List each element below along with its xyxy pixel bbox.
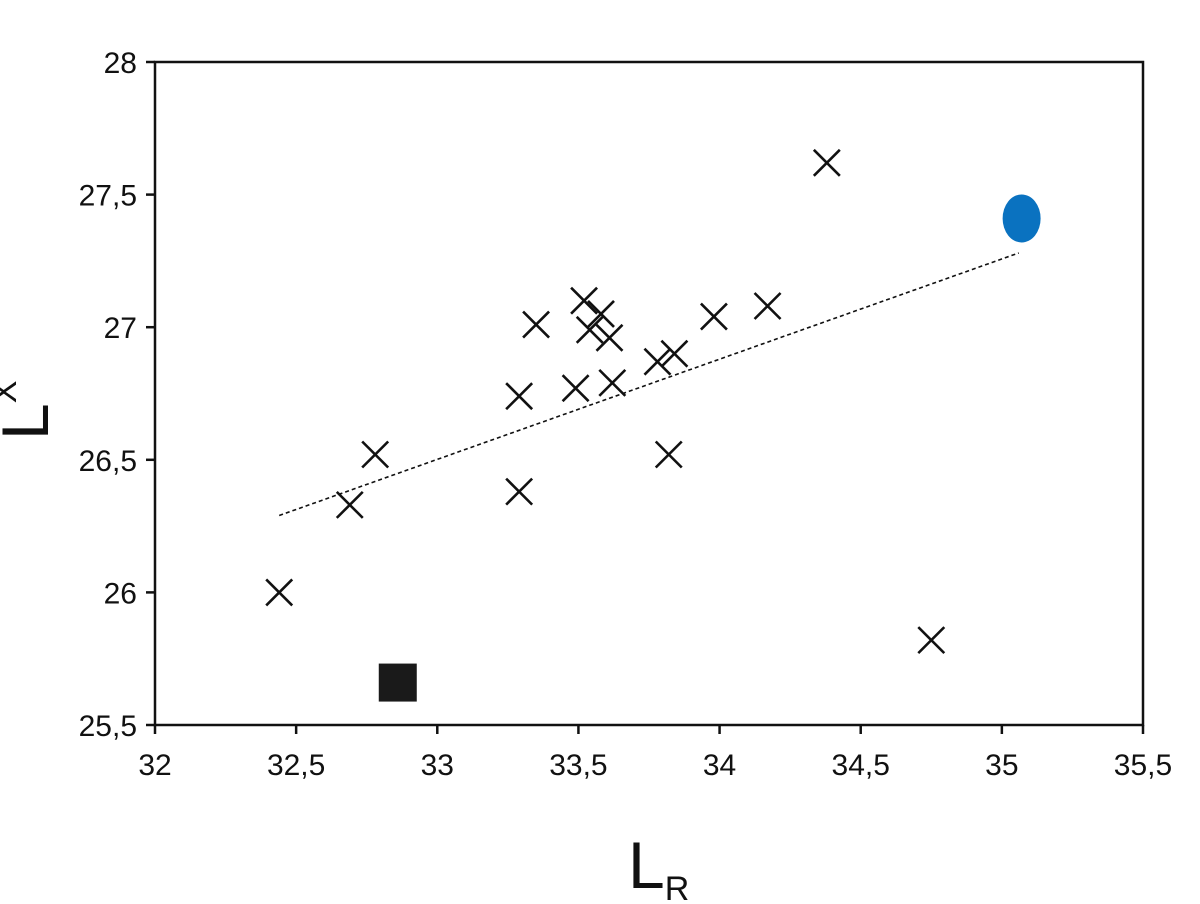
y-axis-title: LX — [0, 381, 62, 440]
cross-stroke — [917, 626, 946, 655]
x-axis-title: LR — [628, 828, 689, 904]
data-points-layer — [265, 148, 1041, 702]
x-axis-title-subscript: R — [665, 870, 690, 904]
x-axis-title-main: L — [628, 828, 665, 902]
cross-stroke — [505, 382, 534, 411]
cross-stroke — [812, 148, 841, 177]
cross-marker — [660, 339, 689, 368]
y-tick-label: 27,5 — [79, 180, 137, 213]
y-tick-label: 25,5 — [79, 710, 137, 743]
cross-stroke — [361, 440, 390, 469]
cross-stroke — [660, 339, 689, 368]
cross-marker — [575, 315, 604, 344]
cross-stroke — [265, 578, 294, 607]
cross-marker — [335, 490, 364, 519]
cross-stroke — [753, 292, 782, 320]
cross-stroke — [587, 300, 615, 328]
x-axis: 32 32,5 33 33,5 34 34,5 35 35,5 — [138, 725, 1172, 782]
ellipse-marker — [1002, 194, 1041, 243]
cross-marker — [265, 578, 294, 607]
cross-stroke — [570, 286, 598, 315]
y-tick-label: 26,5 — [79, 445, 137, 478]
x-tick-label: 35,5 — [1114, 749, 1172, 782]
y-tick-label: 28 — [104, 47, 137, 80]
cross-marker — [812, 148, 841, 177]
x-tick-label: 35 — [985, 749, 1018, 782]
plot-frame — [153, 60, 1145, 727]
y-axis-title-subscript: X — [0, 381, 24, 404]
cross-marker — [570, 286, 598, 315]
cross-marker — [561, 374, 590, 403]
cross-marker — [654, 440, 683, 469]
x-tick-label: 33 — [421, 749, 454, 782]
cross-stroke — [595, 323, 624, 352]
x-tick-label: 34,5 — [832, 749, 890, 782]
cross-stroke — [335, 490, 364, 519]
x-tick-label: 33,5 — [549, 749, 607, 782]
x-tick-label: 32 — [138, 749, 171, 782]
cross-marker — [522, 310, 551, 339]
cross-stroke — [575, 315, 604, 344]
cross-stroke — [700, 302, 728, 331]
square-marker — [378, 663, 417, 702]
cross-marker — [505, 382, 534, 411]
cross-stroke — [505, 477, 534, 506]
y-tick-label: 27 — [104, 312, 137, 345]
cross-marker — [587, 300, 615, 328]
cross-stroke — [643, 347, 672, 376]
y-axis: 25,5 26 26,5 27 27,5 28 — [79, 47, 155, 743]
cross-stroke — [654, 440, 683, 469]
trendline — [278, 252, 1020, 517]
cross-marker — [917, 626, 946, 655]
cross-stroke — [561, 374, 590, 403]
cross-marker — [700, 302, 728, 331]
cross-marker — [361, 440, 390, 469]
cross-marker — [595, 323, 624, 352]
x-tick-label: 32,5 — [267, 749, 325, 782]
y-tick-label: 26 — [104, 577, 137, 610]
cross-marker — [753, 292, 782, 320]
cross-marker — [643, 347, 672, 376]
cross-marker — [505, 477, 534, 506]
cross-stroke — [522, 310, 551, 339]
y-axis-title-main: L — [0, 403, 62, 440]
x-tick-label: 34 — [703, 749, 736, 782]
cross-marker — [598, 368, 627, 397]
trendline-layer — [278, 252, 1020, 517]
cross-stroke — [598, 368, 627, 397]
